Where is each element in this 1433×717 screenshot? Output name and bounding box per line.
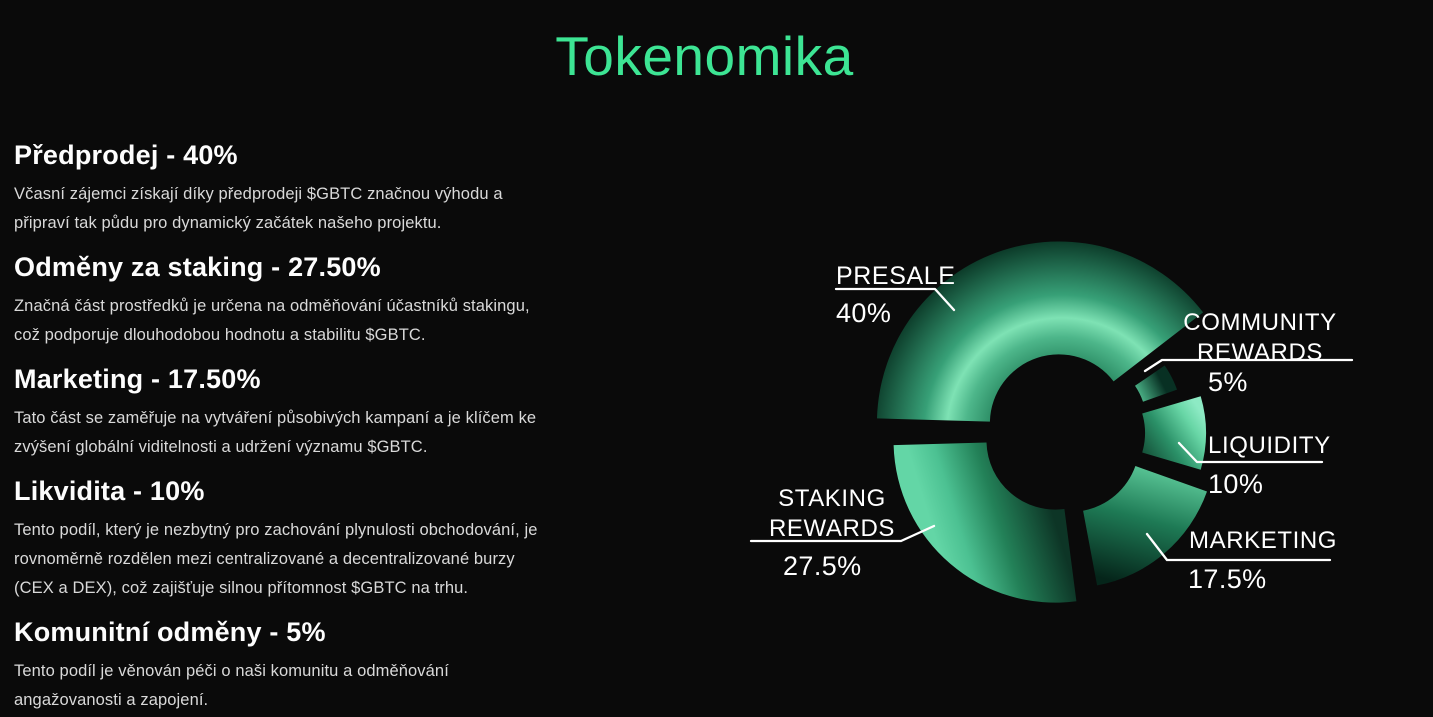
pie-slice-community-rewards xyxy=(1135,365,1177,402)
section-staking: Odměny za staking - 27.50% Značná část p… xyxy=(14,252,599,350)
chart-pct-marketing: 17.5% xyxy=(1188,564,1267,594)
page-title: Tokenomika xyxy=(555,25,854,87)
section-heading: Předprodej - 40% xyxy=(14,140,238,170)
chart-pct-staking-rewards: 27.5% xyxy=(783,551,862,581)
section-body: Včasní zájemci získají díky předprodeji … xyxy=(14,185,503,232)
section-body: Tento podíl, který je nezbytný pro zacho… xyxy=(14,521,538,597)
section-heading: Komunitní odměny - 5% xyxy=(14,617,326,647)
chart-pct-presale: 40% xyxy=(836,298,892,328)
pie-slice-presale xyxy=(877,241,1204,422)
section-heading: Likvidita - 10% xyxy=(14,476,205,506)
pie-slice-liquidity xyxy=(1142,396,1206,470)
chart-pct-liquidity: 10% xyxy=(1208,469,1264,499)
section-marketing: Marketing - 17.50% Tato část se zaměřuje… xyxy=(14,364,599,462)
chart-label-liquidity: LIQUIDITY xyxy=(1208,432,1331,459)
chart-label-presale: PRESALE xyxy=(836,262,956,290)
callout-line-presale xyxy=(834,287,956,312)
callout-line-community-rewards xyxy=(1143,358,1354,373)
chart-label-marketing: MARKETING xyxy=(1189,527,1338,554)
chart-pct-community-rewards: 5% xyxy=(1208,367,1248,397)
pie-slice-staking-rewards xyxy=(893,442,1077,603)
section-body: Tato část se zaměřuje na vytváření působ… xyxy=(14,409,537,456)
section-body: Značná část prostředků je určena na odmě… xyxy=(14,297,530,344)
section-heading: Marketing - 17.50% xyxy=(14,364,261,394)
callout-line-staking-rewards xyxy=(749,524,936,543)
section-body: Tento podíl je věnován péči o naši komun… xyxy=(14,662,449,709)
chart-label-community-rewards: COMMUNITY REWARDS xyxy=(1183,309,1337,366)
section-liquidity: Likvidita - 10% Tento podíl, který je ne… xyxy=(14,476,599,603)
section-heading: Odměny za staking - 27.50% xyxy=(14,252,381,282)
pie-slice-marketing xyxy=(1083,466,1207,586)
section-presale: Předprodej - 40% Včasní zájemci získají … xyxy=(14,140,599,238)
section-community: Komunitní odměny - 5% Tento podíl je věn… xyxy=(14,617,599,715)
allocation-text-column: Předprodej - 40% Včasní zájemci získají … xyxy=(14,140,599,717)
callout-line-marketing xyxy=(1145,532,1332,562)
chart-label-staking-rewards: STAKING REWARDS xyxy=(769,485,895,542)
callout-line-liquidity xyxy=(1177,441,1324,464)
